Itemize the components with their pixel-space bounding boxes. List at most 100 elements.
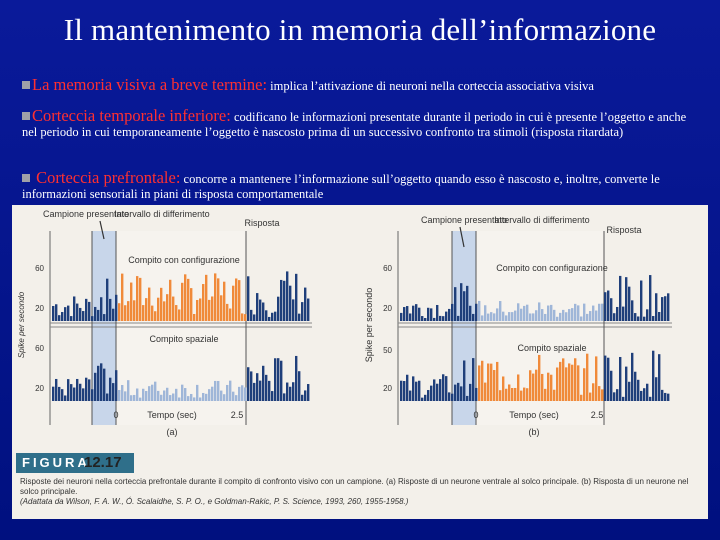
histogram-bar	[436, 304, 439, 321]
histogram-bar	[76, 378, 79, 401]
histogram-bar	[604, 355, 607, 401]
histogram-bar	[304, 390, 307, 401]
histogram-bar	[280, 279, 283, 321]
histogram-bar	[64, 307, 67, 321]
histogram-bar	[79, 383, 82, 401]
histogram-bar	[520, 390, 523, 401]
histogram-bar	[208, 299, 211, 321]
histogram-bar	[598, 303, 601, 321]
histogram-bar	[214, 380, 217, 401]
histogram-bar	[625, 277, 628, 321]
histogram-bar	[460, 386, 463, 401]
histogram-bar	[139, 277, 142, 321]
histogram-bar	[268, 316, 271, 321]
histogram-bar	[187, 278, 190, 321]
histogram-bar	[553, 389, 556, 401]
histogram-bar	[634, 313, 637, 321]
x-tick-2-5: 2.5	[591, 410, 604, 420]
histogram-bar	[640, 390, 643, 401]
histogram-b-bottom	[400, 350, 670, 401]
histogram-bar	[412, 376, 415, 401]
histogram-bar	[649, 396, 652, 401]
histogram-bar	[253, 314, 256, 321]
histogram-bar	[505, 388, 508, 401]
histogram-bar	[220, 390, 223, 401]
histogram-bar	[445, 311, 448, 321]
histogram-bar	[85, 377, 88, 401]
panel-b-tag: (b)	[529, 427, 540, 437]
histogram-bar	[592, 383, 595, 401]
histogram-bar	[613, 313, 616, 321]
histogram-bar	[211, 386, 214, 401]
histogram-bar	[406, 306, 409, 321]
histogram-bar	[496, 308, 499, 321]
histogram-bar	[106, 393, 109, 401]
histogram-bar	[223, 394, 226, 401]
histogram-bar	[118, 303, 121, 321]
histogram-bar	[406, 374, 409, 401]
histogram-bar	[541, 309, 544, 321]
histogram-bar	[538, 302, 541, 321]
histogram-bar	[145, 298, 148, 321]
histogram-bar	[409, 390, 412, 401]
histogram-bar	[547, 372, 550, 401]
histogram-bar	[247, 367, 250, 401]
histogram-bar	[418, 307, 421, 321]
histogram-bar	[148, 386, 151, 401]
histogram-bar	[499, 301, 502, 321]
histogram-bar	[169, 395, 172, 401]
histogram-bar	[430, 385, 433, 401]
histogram-bar	[262, 365, 265, 401]
histogram-bar	[403, 307, 406, 321]
histogram-bar	[250, 309, 253, 321]
bullet-heading: Corteccia temporale inferiore:	[32, 106, 231, 125]
histogram-bar	[463, 291, 466, 321]
histogram-bar	[76, 303, 79, 321]
histogram-bar	[166, 294, 169, 321]
histogram-bar	[241, 385, 244, 401]
histogram-a-top	[52, 271, 310, 321]
histogram-bar	[421, 397, 424, 401]
histogram-bar	[277, 358, 280, 401]
histogram-bar	[121, 385, 124, 401]
histogram-bar	[130, 395, 133, 401]
histogram-bar	[568, 363, 571, 401]
histogram-bar	[619, 275, 622, 321]
histogram-bar	[235, 395, 238, 401]
task-configuration-label: Compito con configurazione	[128, 255, 240, 265]
histogram-bar	[88, 301, 91, 321]
histogram-bar	[469, 383, 472, 401]
tick-top-60: 60	[35, 264, 44, 273]
histogram-bar	[655, 293, 658, 321]
histogram-bar	[157, 297, 160, 321]
histogram-bar	[295, 355, 298, 401]
histogram-bar	[556, 316, 559, 321]
histogram-bar	[487, 313, 490, 321]
histogram-bar	[550, 304, 553, 321]
histogram-bar	[82, 388, 85, 401]
histogram-bar	[571, 308, 574, 321]
histogram-bar	[451, 303, 454, 321]
histogram-bar	[469, 305, 472, 321]
histogram-bar	[538, 354, 541, 401]
histogram-bar	[481, 315, 484, 321]
histogram-bar	[628, 286, 631, 321]
histogram-bar	[148, 287, 151, 321]
figure-label: FIGURA	[16, 453, 134, 473]
x-tick-0: 0	[473, 410, 478, 420]
histogram-bar	[241, 313, 244, 321]
histogram-bar	[100, 297, 103, 321]
x-axis-label: Tempo (sec)	[147, 410, 197, 420]
histogram-bar	[109, 298, 112, 321]
histogram-bar	[412, 305, 415, 321]
bullet-text: concorre a mantenere l’informazione sull…	[22, 172, 660, 201]
histogram-bar	[196, 299, 199, 321]
histogram-bar	[172, 296, 175, 321]
histogram-bar	[232, 391, 235, 401]
histogram-bar	[544, 388, 547, 401]
tick-bottom-20: 20	[35, 384, 44, 393]
histogram-bar	[664, 392, 667, 401]
histogram-bar	[154, 311, 157, 321]
histogram-bar	[178, 309, 181, 321]
histogram-bar	[622, 396, 625, 401]
